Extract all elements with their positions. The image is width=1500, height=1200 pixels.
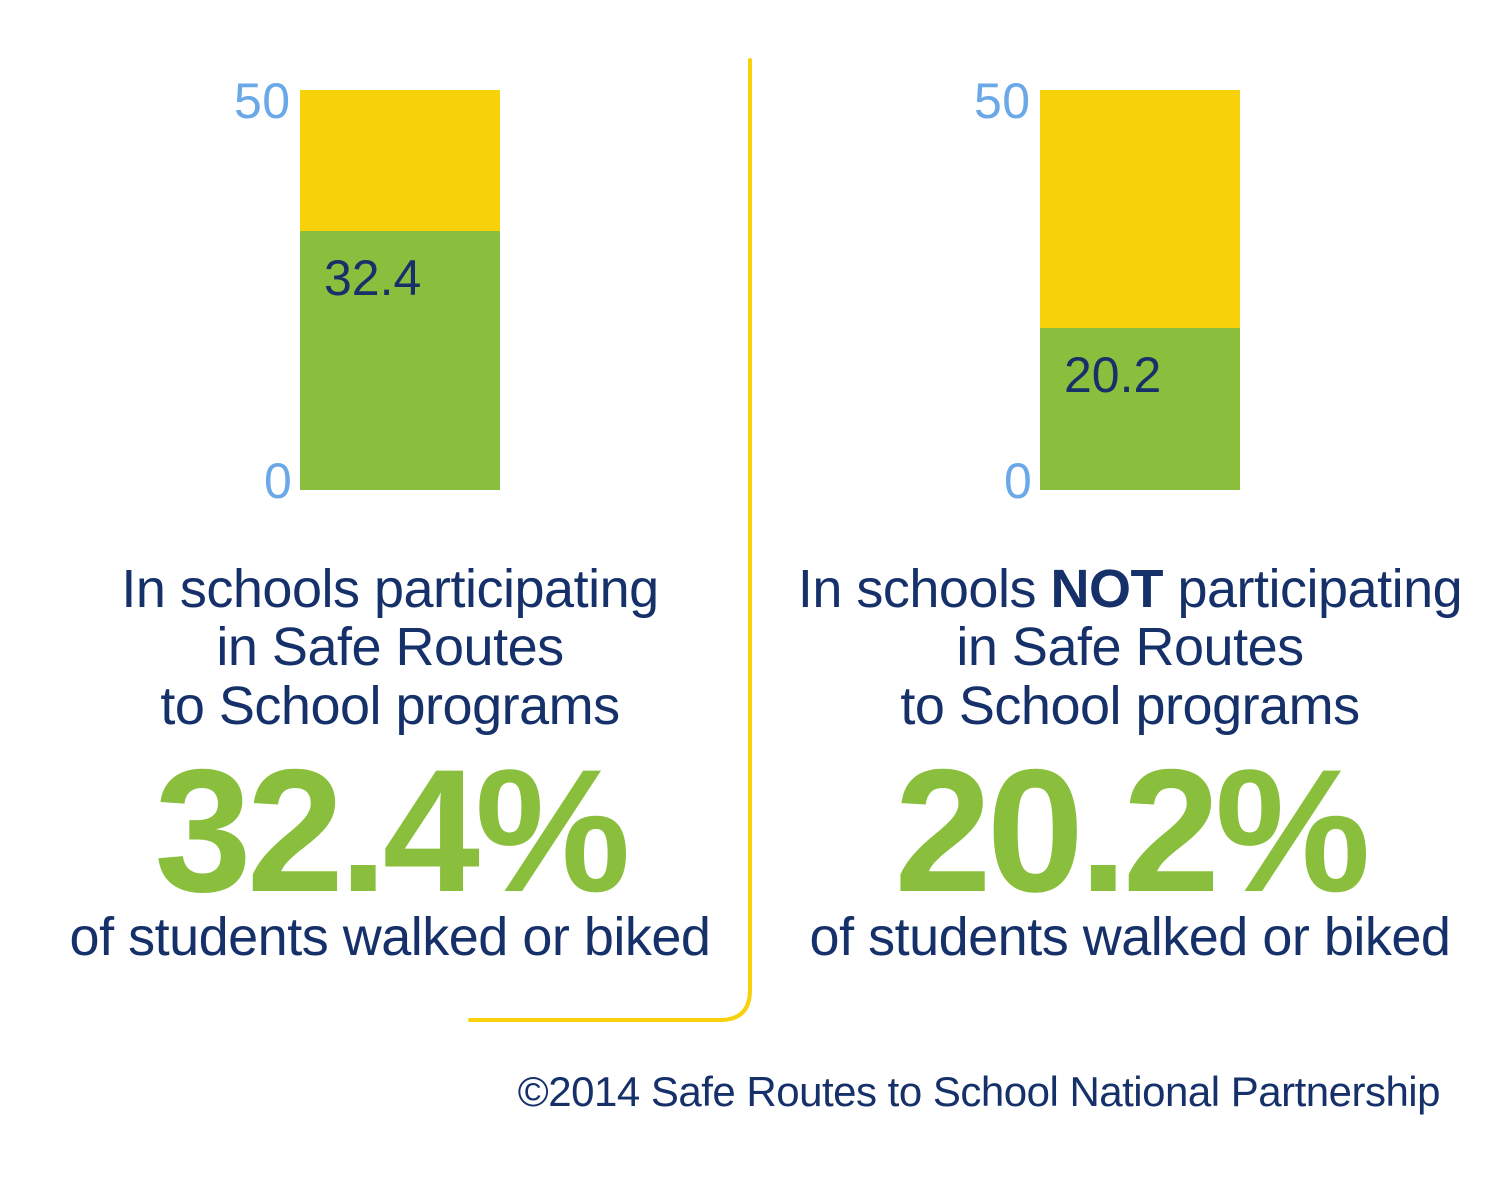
caption-line-3: to School programs <box>30 677 750 735</box>
caption-participating: In schools participating in Safe Routes … <box>30 560 750 966</box>
infographic-canvas: 50 0 32.4 In schools participating in Sa… <box>0 0 1500 1200</box>
caption-sub: of students walked or biked <box>30 909 750 966</box>
big-percentage: 20.2% <box>770 749 1490 915</box>
bar-chart-not-participating: 50 0 20.2 <box>770 40 1490 500</box>
panel-not-participating: 50 0 20.2 In schools NOT participating i… <box>770 40 1490 500</box>
caption-line-1-em: NOT <box>1050 559 1163 619</box>
caption-line-1: In schools NOT participating <box>770 560 1490 618</box>
caption-not-participating: In schools NOT participating in Safe Rou… <box>770 560 1490 966</box>
bar-chart-participating: 50 0 32.4 <box>30 40 750 500</box>
caption-line-3: to School programs <box>770 677 1490 735</box>
panel-participating: 50 0 32.4 In schools participating in Sa… <box>30 40 750 500</box>
bar-value-label: 32.4 <box>324 249 421 307</box>
caption-line-2: in Safe Routes <box>770 618 1490 676</box>
bar-container <box>1040 90 1240 490</box>
axis-min-label: 0 <box>264 452 292 510</box>
caption-line-2: in Safe Routes <box>30 618 750 676</box>
axis-max-label: 50 <box>234 72 291 130</box>
caption-line-1a: In schools <box>798 559 1051 619</box>
axis-max-label: 50 <box>974 72 1031 130</box>
caption-line-1: In schools participating <box>30 560 750 618</box>
bar-value-label: 20.2 <box>1064 346 1161 404</box>
caption-sub: of students walked or biked <box>770 909 1490 966</box>
copyright-credit: ©2014 Safe Routes to School National Par… <box>518 1068 1440 1116</box>
caption-line-1c: participating <box>1163 559 1462 619</box>
axis-min-label: 0 <box>1004 452 1032 510</box>
big-percentage: 32.4% <box>30 749 750 915</box>
